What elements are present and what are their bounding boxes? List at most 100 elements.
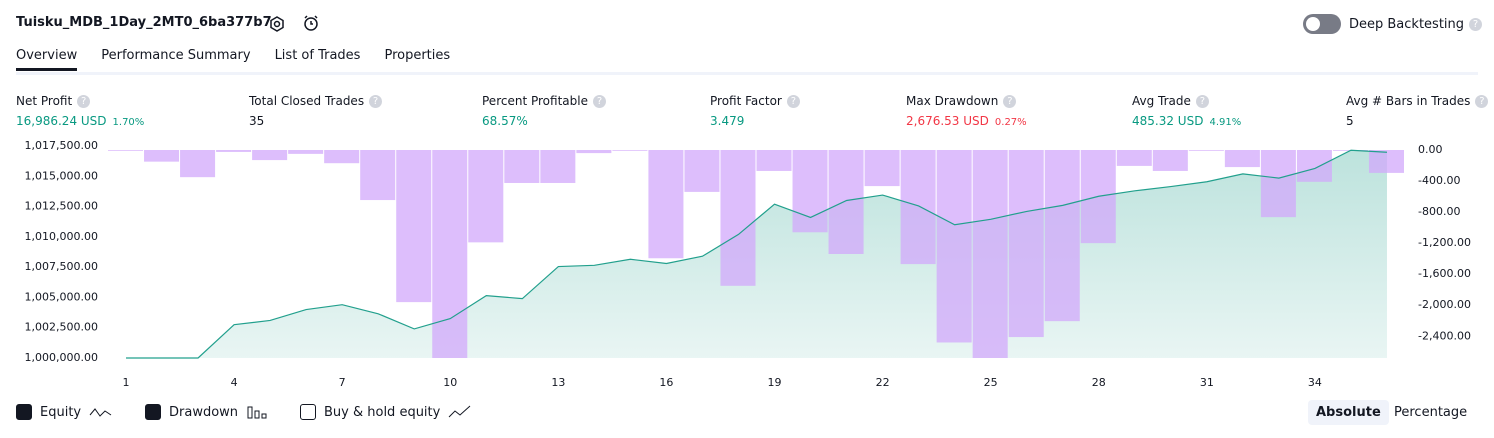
drawdown-icon — [247, 406, 267, 419]
metric-pct: 4.91% — [1209, 117, 1242, 128]
metric-value-row: 5 — [1346, 114, 1488, 128]
help-icon[interactable]: ? — [369, 94, 383, 108]
help-icon[interactable]: ? — [1195, 94, 1209, 108]
y-tick-label: 1,017,500.00 — [25, 139, 98, 152]
drawdown-bar — [972, 150, 1008, 358]
y2-tick-label: 0.00 — [1418, 143, 1443, 156]
drawdown-bar — [1044, 150, 1080, 322]
metric-value-row: 485.32 USD 4.91% — [1132, 114, 1241, 128]
metric-label: Percent Profitable — [482, 94, 588, 108]
drawdown-bar — [396, 150, 432, 303]
drawdown-bar — [180, 150, 216, 178]
drawdown-bar — [684, 150, 720, 192]
x-tick-label: 31 — [1200, 376, 1214, 389]
legend-label: Drawdown — [169, 404, 239, 420]
y2-tick-label: -1,600.00 — [1418, 267, 1471, 280]
metric-value: 2,676.53 USD — [906, 114, 989, 128]
checkbox[interactable] — [16, 404, 32, 420]
tab[interactable]: Overview — [16, 48, 78, 71]
drawdown-bar — [936, 150, 972, 343]
y2-tick-label: -400.00 — [1418, 174, 1460, 187]
alert-icon[interactable] — [302, 14, 322, 34]
help-icon[interactable]: ? — [786, 94, 800, 108]
drawdown-bar — [612, 150, 648, 151]
drawdown-bar — [828, 150, 864, 254]
legend-buy-hold[interactable]: Buy & hold equity — [300, 404, 472, 420]
deep-backtesting-toggle[interactable] — [1303, 14, 1341, 34]
drawdown-bar — [1188, 150, 1224, 151]
y-tick-label: 1,000,000.00 — [25, 351, 98, 364]
metric: Profit Factor? 3.479 — [710, 94, 800, 128]
y-tick-label: 1,010,000.00 — [25, 230, 98, 243]
chart: 1,000,000.00 1,002,500.00 1,005,000.00 1,00… — [25, 139, 1471, 389]
x-tick-label: 34 — [1308, 376, 1322, 389]
help-icon[interactable]: ? — [592, 94, 606, 108]
y2-tick-label: -800.00 — [1418, 205, 1460, 218]
metric-pct: 0.27% — [994, 117, 1027, 128]
x-tick-label: 1 — [123, 376, 130, 389]
tabs: Overview Performance Summary List of Trade… — [16, 48, 450, 71]
equity-icon — [89, 408, 112, 417]
metric: Avg Trade? 485.32 USD 4.91% — [1132, 94, 1241, 128]
percentage-button[interactable]: Percentage — [1394, 405, 1468, 420]
metric-label-row: Net Profit? — [16, 94, 144, 108]
drawdown-bar — [756, 150, 792, 171]
separator — [16, 72, 1478, 75]
help-icon[interactable]: ? — [1475, 94, 1489, 108]
metric-label-row: Max Drawdown? — [906, 94, 1027, 108]
tab[interactable]: Performance Summary — [101, 48, 251, 63]
drawdown-bar — [864, 150, 900, 187]
help-icon[interactable]: ? — [1469, 18, 1483, 31]
metric: Total Closed Trades? 35 — [249, 94, 383, 128]
metric-label: Net Profit — [16, 94, 73, 108]
checkbox[interactable] — [145, 404, 161, 420]
drawdown-bar — [1152, 150, 1188, 171]
metric-value-row: 68.57% — [482, 114, 606, 128]
strategy-title: Tuisku_MDB_1Day_2MT0_6ba377b7 — [16, 15, 272, 30]
tab[interactable]: Properties — [384, 48, 451, 63]
metric-label-row: Avg # Bars in Trades? — [1346, 94, 1489, 108]
metric: Avg # Bars in Trades? 5 — [1346, 94, 1489, 128]
x-tick-label: 16 — [659, 376, 673, 389]
buyhold-icon — [448, 405, 471, 418]
metric-value: 485.32 USD — [1132, 114, 1204, 128]
tab[interactable]: List of Trades — [274, 48, 361, 63]
legend-drawdown[interactable]: Drawdown — [145, 404, 270, 420]
drawdown-bar — [1224, 150, 1260, 168]
drawdown-bar — [504, 150, 540, 183]
metric-label: Total Closed Trades — [249, 94, 365, 108]
drawdown-bar — [288, 150, 324, 154]
metric-value: 68.57% — [482, 114, 528, 128]
x-tick-label: 25 — [984, 376, 998, 389]
help-icon[interactable]: ? — [1003, 94, 1017, 108]
equity-line — [126, 149, 1388, 359]
drawdown-bar — [144, 150, 180, 162]
metric-value-row: 35 — [249, 114, 382, 128]
metric-pct: 1.70% — [112, 117, 145, 128]
drawdown-bar — [216, 150, 252, 152]
metric-label: Avg # Bars in Trades — [1346, 94, 1471, 108]
help-icon[interactable]: ? — [77, 94, 91, 108]
y-tick-label: 1,015,000.00 — [25, 169, 98, 182]
x-tick-label: 7 — [339, 376, 346, 389]
metric-label-row: Percent Profitable? — [482, 94, 606, 108]
checkbox[interactable] — [300, 404, 316, 420]
metric: Max Drawdown? 2,676.53 USD 0.27% — [906, 94, 1027, 128]
metric-label-row: Avg Trade? — [1132, 94, 1241, 108]
legend-equity[interactable]: Equity — [16, 404, 113, 420]
deep-backtesting-label: Deep Backtesting — [1349, 17, 1465, 32]
metric: Percent Profitable? 68.57% — [482, 94, 606, 128]
drawdown-bar — [576, 150, 612, 154]
x-tick-label: 22 — [876, 376, 890, 389]
equity-area — [126, 150, 1387, 358]
settings-icon[interactable] — [268, 15, 286, 33]
y-tick-label: 1,007,500.00 — [25, 260, 98, 273]
metric-label-row: Total Closed Trades? — [249, 94, 383, 108]
metric-value-row: 3.479 — [710, 114, 800, 128]
metric-value: 5 — [1346, 114, 1354, 128]
legend-label: Equity — [40, 404, 82, 420]
drawdown-bar — [360, 150, 396, 201]
absolute-button[interactable]: Absolute — [1308, 400, 1389, 425]
metric-value-row: 16,986.24 USD 1.70% — [16, 114, 144, 128]
